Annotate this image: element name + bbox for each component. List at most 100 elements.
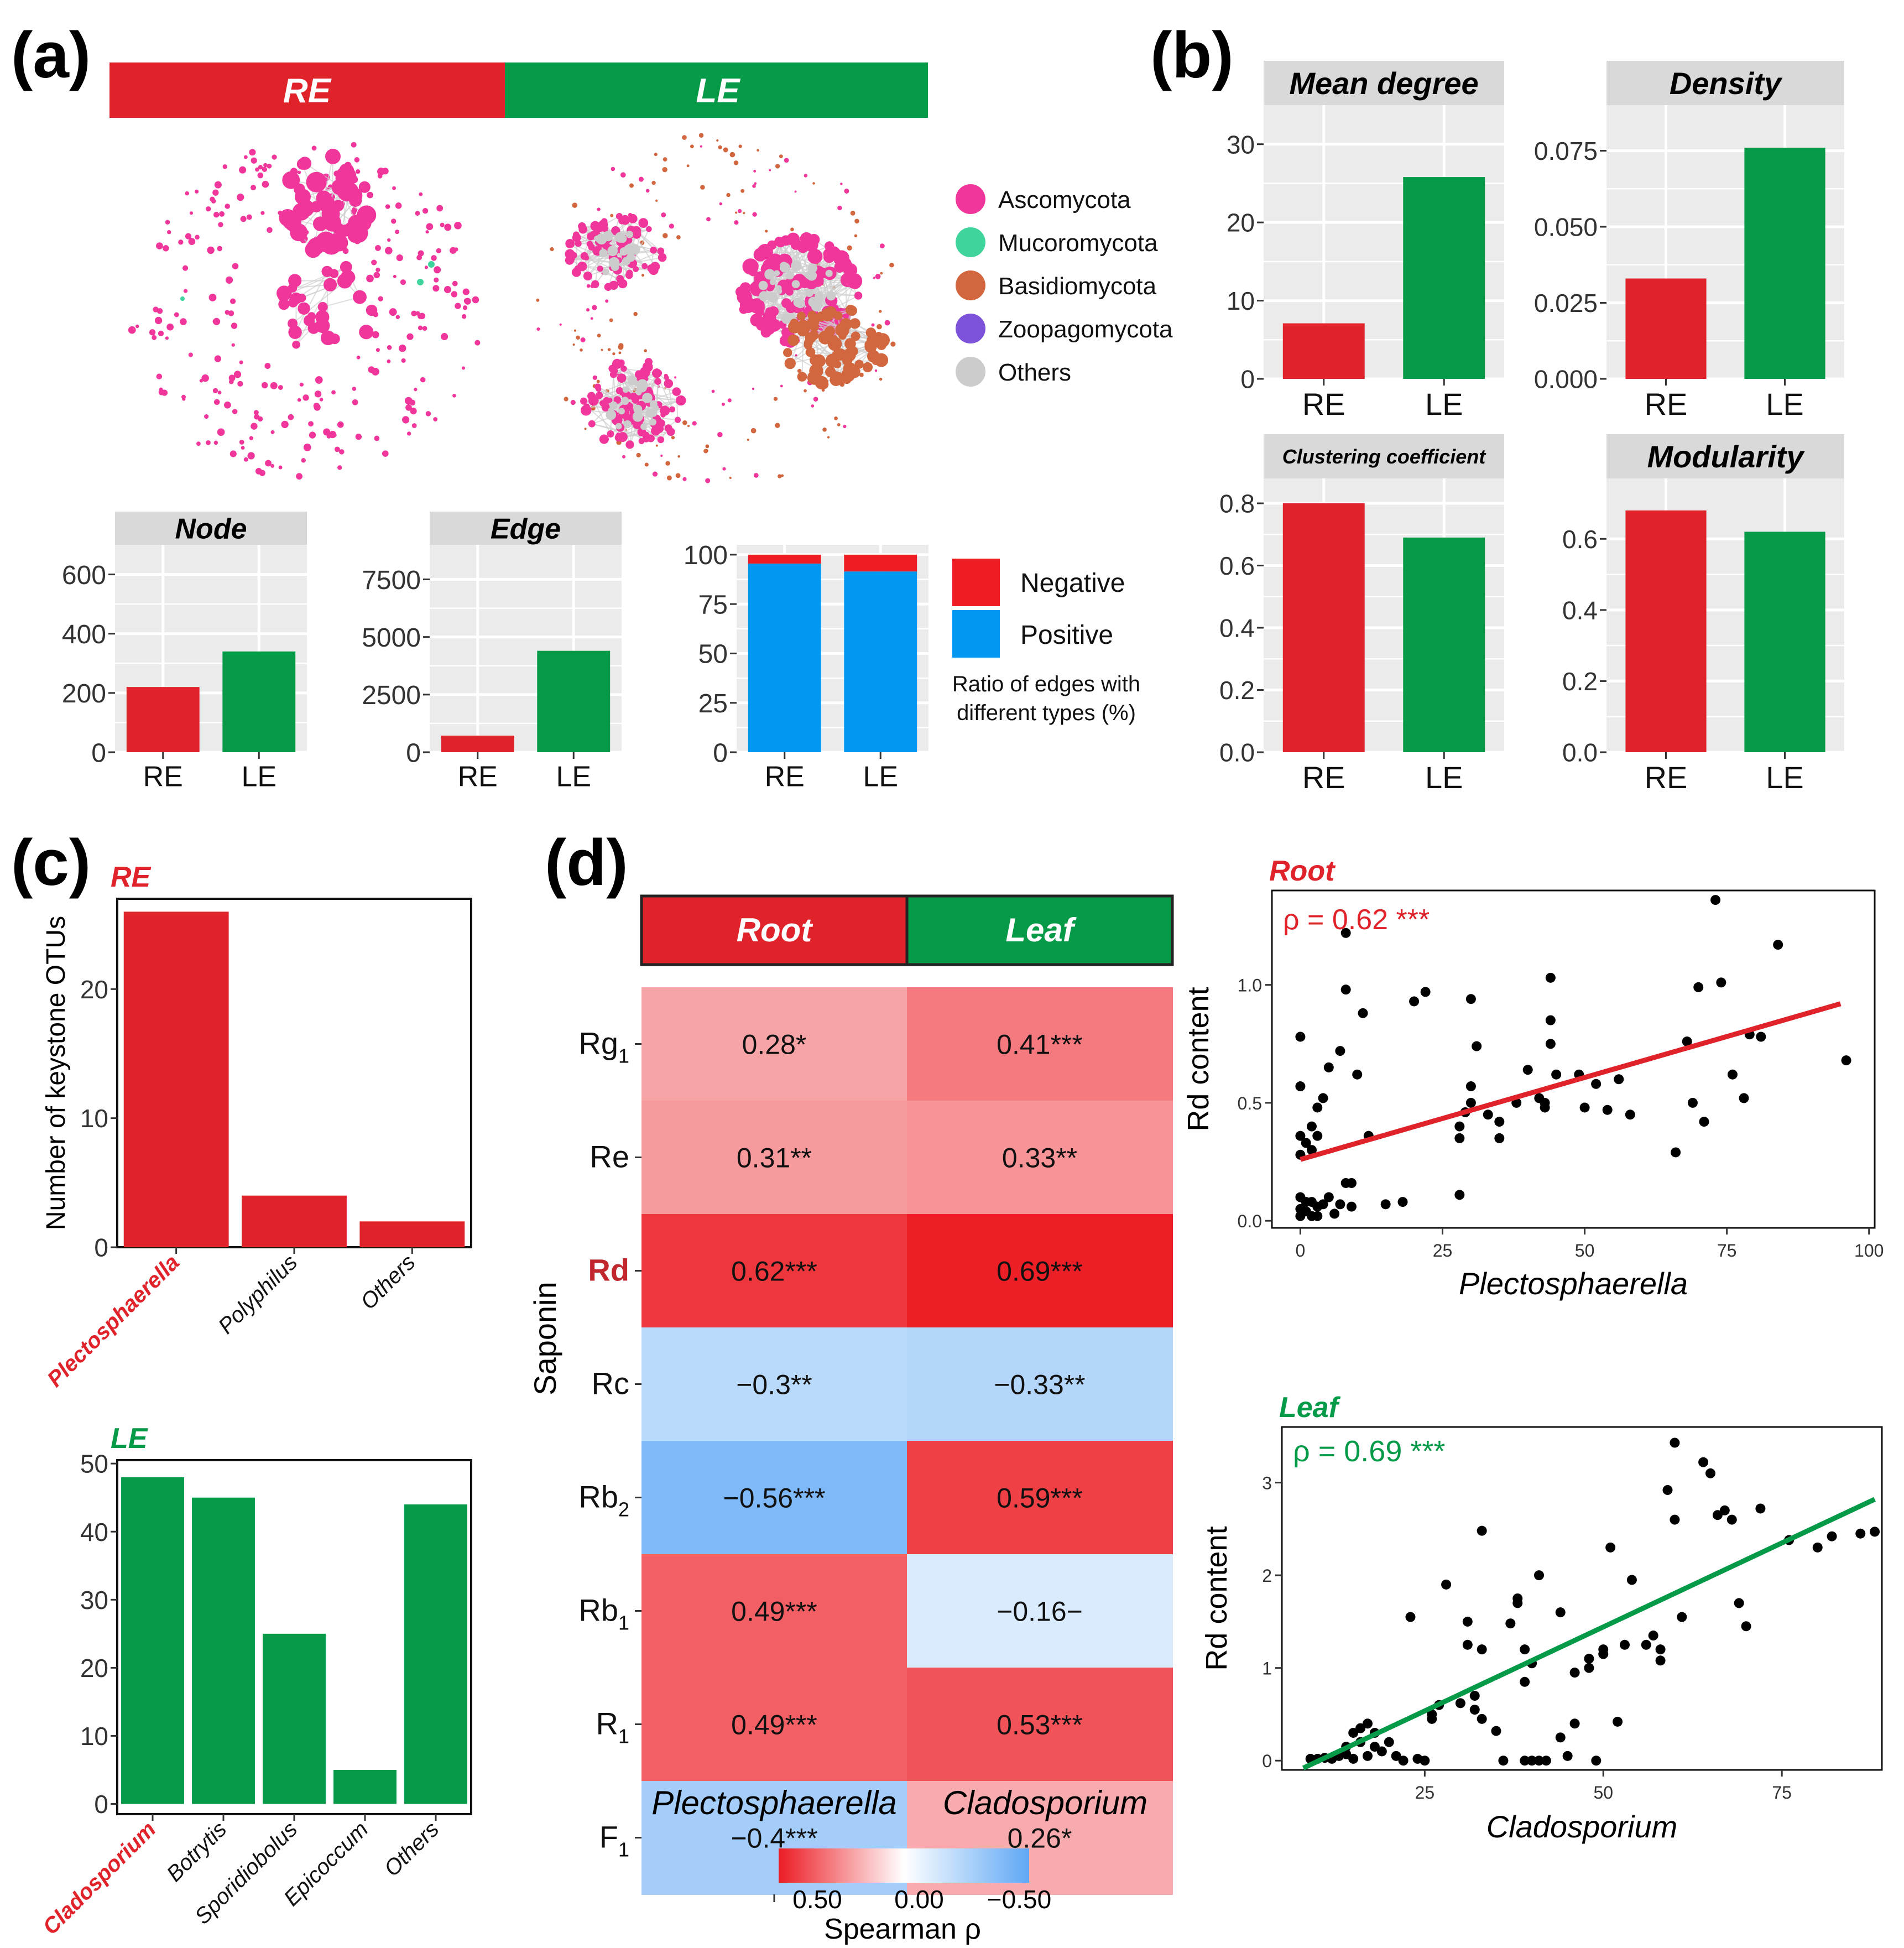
network-node	[655, 199, 658, 202]
network-node	[246, 214, 252, 220]
network-node	[826, 291, 836, 301]
network-node	[240, 440, 244, 444]
point	[1625, 1110, 1635, 1120]
network-node	[165, 220, 170, 225]
y-tick-label: 0.4	[1562, 596, 1598, 624]
network-node	[392, 186, 396, 190]
network-edge	[283, 273, 335, 298]
point	[1340, 985, 1351, 995]
chart-scatterroot: Root ρ = 0.62 *** 0 25 50 75 100 0.0 0.5 1.0 Plect…	[1182, 855, 1884, 1301]
strip-density	[1606, 61, 1844, 105]
strip-title-density: Density	[1670, 66, 1783, 101]
network-node	[867, 350, 880, 363]
y-tick-label: 0	[1240, 365, 1255, 394]
y-tick-label: 0.5	[1238, 1093, 1262, 1113]
x-tick-label: 75	[1772, 1783, 1792, 1803]
network-node	[675, 395, 686, 406]
network-node	[784, 357, 796, 369]
point	[1662, 1485, 1673, 1495]
network-node	[840, 183, 843, 185]
network-node	[646, 387, 653, 393]
network-edge	[586, 257, 612, 269]
network-node	[607, 397, 613, 403]
y-tick-label: 30	[1227, 130, 1255, 159]
network-edge	[294, 271, 328, 333]
network-node	[633, 404, 643, 414]
point	[1671, 1147, 1681, 1158]
network-node	[743, 212, 745, 215]
network-RE	[128, 142, 481, 480]
bar-RE	[1625, 278, 1707, 379]
network-node	[390, 218, 397, 224]
network-node	[740, 189, 745, 193]
chart-heatmap: Root Leaf 0.28* 0.41*** Rg1 0.31** 0.33** Re 0.6…	[528, 894, 1174, 1945]
network-node	[231, 322, 238, 329]
chart-density: Density 0.000 0.025 0.050 0.075 RE LE	[1534, 61, 1844, 421]
network-node	[618, 408, 625, 415]
colorbar-title: Spearman ρ	[824, 1913, 981, 1945]
network-node	[406, 431, 411, 436]
network-node	[272, 154, 277, 160]
network-node	[775, 285, 782, 291]
x-tick-label: 100	[1854, 1241, 1884, 1261]
network-edge	[586, 406, 623, 437]
x-tick-label: LE	[1425, 387, 1463, 421]
network-node	[698, 133, 704, 138]
chart-title-keyre: RE	[111, 861, 152, 893]
point	[1719, 1505, 1730, 1515]
network-node	[748, 267, 758, 277]
heatmap-cell	[641, 1327, 907, 1441]
network-node	[652, 368, 662, 378]
legend-mucoromycota-label: Mucoromycota	[998, 230, 1158, 257]
network-node	[877, 338, 887, 349]
network-node	[705, 444, 710, 449]
x-tick-label: Plectosphaerella	[43, 1250, 184, 1392]
network-node	[262, 382, 268, 389]
x-tick-label: RE	[143, 761, 183, 793]
x-tick-label: 0	[1296, 1241, 1306, 1261]
x-tick-label: LE	[1425, 760, 1463, 795]
network-node	[844, 189, 849, 194]
point	[1520, 1676, 1530, 1687]
heatmap-cell	[641, 1441, 907, 1555]
network-node	[665, 461, 670, 466]
network-node	[450, 247, 457, 254]
network-node	[843, 424, 847, 429]
network-node	[807, 263, 817, 273]
network-node	[580, 397, 588, 405]
frame-scatterleaf	[1281, 1426, 1883, 1771]
network-node	[559, 323, 562, 326]
point	[1454, 1133, 1465, 1143]
network-node	[588, 420, 596, 428]
point	[1335, 1199, 1345, 1210]
point	[1312, 1102, 1323, 1113]
network-node	[889, 263, 894, 268]
network-node	[569, 256, 575, 262]
point	[1579, 1102, 1590, 1113]
colorbar	[779, 1848, 1029, 1883]
network-node	[827, 436, 830, 439]
network-node	[207, 246, 215, 254]
network-node	[240, 216, 247, 222]
network-node	[389, 308, 397, 316]
network-node	[251, 423, 258, 430]
point	[1505, 1618, 1516, 1629]
network-node	[359, 325, 374, 340]
network-node	[760, 327, 771, 338]
heatmap-cell-label: 0.49***	[731, 1596, 817, 1627]
network-node	[329, 269, 339, 278]
network-node	[805, 289, 813, 298]
y-tick-label: 0	[94, 1233, 108, 1262]
network-node	[373, 272, 380, 279]
point	[1716, 977, 1726, 988]
heatmap-cell-label: 0.31**	[737, 1143, 812, 1174]
network-node	[620, 365, 627, 372]
bar-LE	[1744, 148, 1825, 379]
point	[1626, 1575, 1637, 1585]
heatmap-row-label: R1	[596, 1706, 629, 1748]
network-node	[425, 230, 429, 234]
network-node	[607, 246, 618, 257]
network-node	[263, 163, 268, 168]
bar-RE	[126, 687, 200, 752]
network-node	[613, 396, 622, 404]
